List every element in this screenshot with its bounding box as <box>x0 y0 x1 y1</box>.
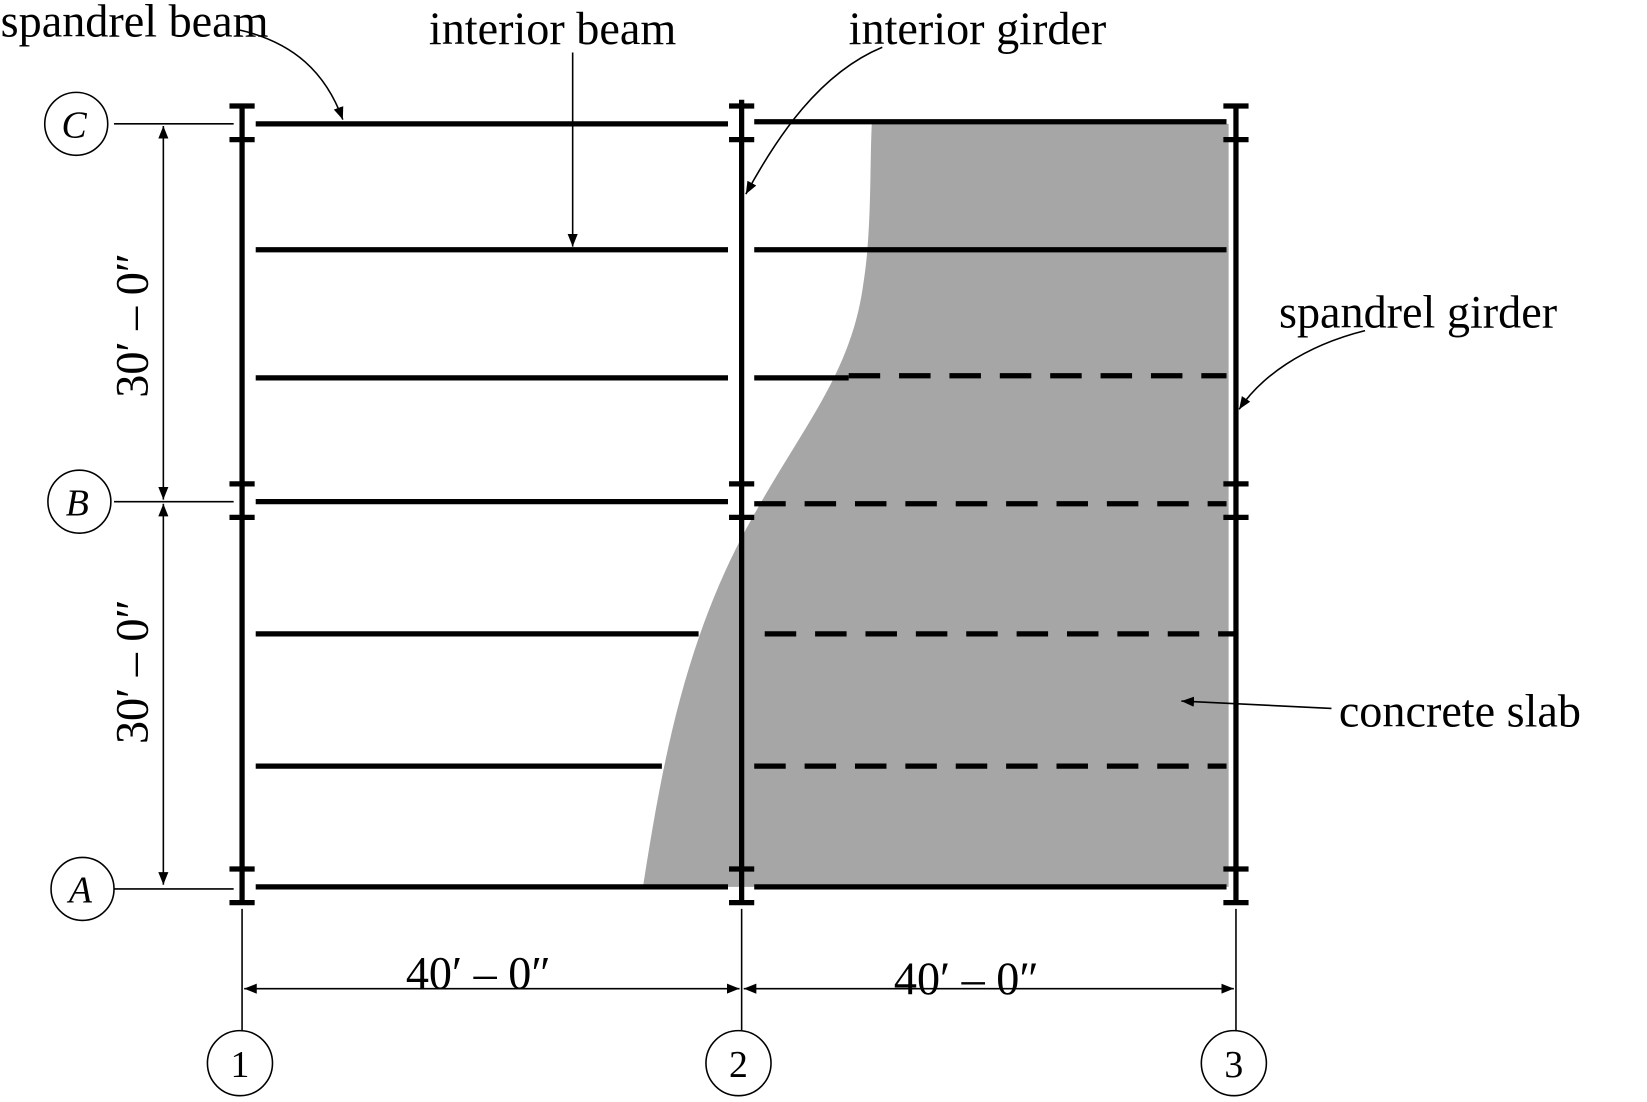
callout-label: spandrel beam <box>1 0 269 47</box>
callout-label: interior girder <box>849 3 1107 54</box>
column-label: 2 <box>729 1044 748 1086</box>
column-flanges <box>229 103 1249 906</box>
callouts: spandrel beam interior beam interior gir… <box>1 0 1581 736</box>
row-label: C <box>62 104 88 146</box>
dimension-label: 30′ – 0″ <box>107 253 158 398</box>
column-label: 3 <box>1224 1044 1243 1086</box>
row-bubbles: C B A <box>43 91 234 922</box>
column-label: 1 <box>231 1044 250 1086</box>
beams <box>255 119 1234 890</box>
callout-label: spandrel girder <box>1279 286 1557 337</box>
dimensions: 30′ – 0″ 30′ – 0″ 40′ – 0″ 40′ – 0″ <box>107 125 1234 1004</box>
callout-label: concrete slab <box>1339 685 1581 736</box>
dimension-label: 40′ – 0″ <box>894 953 1039 1004</box>
row-label: B <box>66 482 89 524</box>
dimension-label: 40′ – 0″ <box>406 948 551 999</box>
row-label: A <box>66 870 93 912</box>
column-bubbles: 1 2 3 <box>206 908 1268 1097</box>
dimension-label: 30′ – 0″ <box>107 599 158 744</box>
columns <box>239 99 1239 905</box>
callout-label: interior beam <box>429 3 676 54</box>
